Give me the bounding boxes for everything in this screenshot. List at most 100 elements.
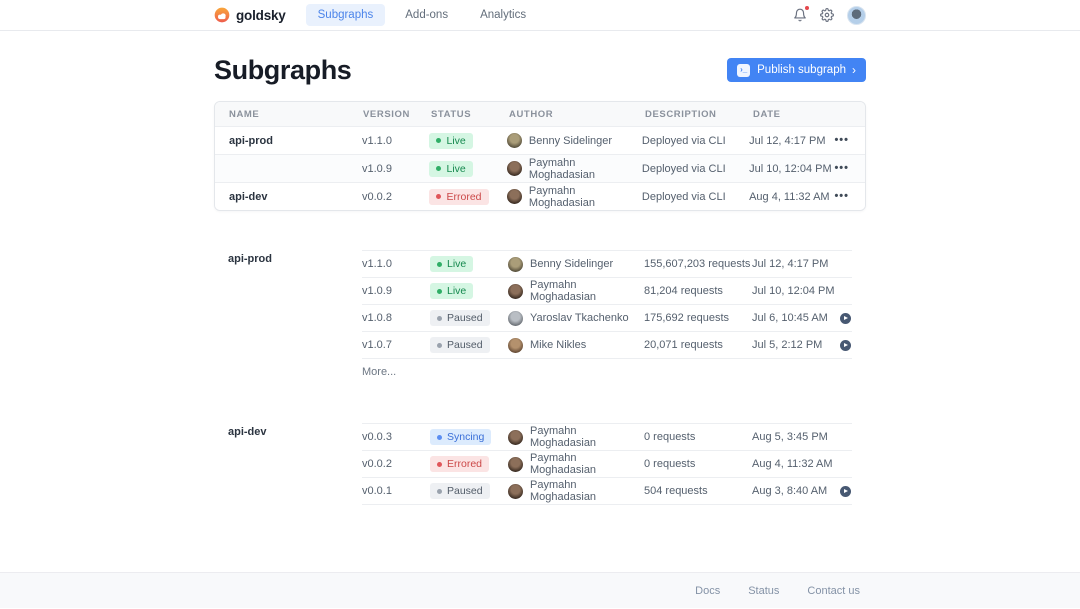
notifications-button[interactable]	[793, 6, 809, 22]
tab-add-ons[interactable]: Add-ons	[405, 9, 449, 21]
page-footer: Docs Status Contact us	[0, 572, 1080, 608]
version-row[interactable]: v1.0.9 Live Paymahn Moghadasian 81,204 requ…	[362, 278, 852, 305]
status-badge: Paused	[430, 310, 490, 326]
name-cell: api-dev	[229, 190, 268, 203]
author-avatar	[508, 256, 523, 272]
footer-link-docs[interactable]: Docs	[695, 585, 721, 597]
status-label: Paused	[447, 339, 483, 351]
table-row[interactable]: v1.0.9 Live Paymahn Moghadasian Deployed vi…	[215, 154, 865, 182]
status-dot-icon	[437, 434, 442, 440]
status-badge: Errored	[430, 456, 490, 472]
group-label: api-dev	[228, 426, 267, 438]
version-cell: v1.1.0	[362, 258, 392, 270]
tab-analytics[interactable]: Analytics	[480, 9, 527, 21]
requests-cell: 155,607,203 requests	[644, 258, 751, 270]
version-row[interactable]: v1.0.7 Paused Mike Nikles 20,071 requests Ju…	[362, 332, 852, 359]
status-label: Errored	[446, 190, 482, 203]
version-groups: api-prod v1.1.0 Live Benny Sidelinger 155,60…	[214, 250, 866, 505]
top-nav: goldsky Subgraphs Add-ons Analytics	[0, 0, 1080, 31]
description-cell: Deployed via CLI	[641, 190, 726, 203]
actions-cell: •••	[832, 161, 851, 176]
status-cell: Live	[430, 283, 508, 299]
version-cell: v0.0.2	[362, 458, 392, 470]
requests-cell: 175,692 requests	[644, 312, 730, 324]
group-label: api-prod	[228, 253, 272, 265]
terminal-icon: ›_	[737, 63, 751, 77]
table-row[interactable]: api-prod v1.1.0 Live Benny Sidelinger Deploy…	[215, 126, 865, 154]
status-cell: Live	[430, 256, 508, 272]
row-menu-button[interactable]: •••	[834, 190, 850, 202]
play-icon	[844, 343, 848, 347]
goldsky-logo-icon	[214, 7, 230, 23]
status-badge: Live	[429, 132, 473, 149]
status-label: Live	[447, 258, 467, 270]
publish-subgraph-button[interactable]: ›_ Publish subgraph ›	[727, 58, 866, 82]
version-row[interactable]: v0.0.2 Errored Paymahn Moghadasian 0 reques…	[362, 451, 852, 478]
footer-link-status[interactable]: Status	[748, 585, 780, 597]
description-cell: Deployed via CLI	[641, 134, 726, 147]
version-row[interactable]: v1.1.0 Live Benny Sidelinger 155,607,203 re…	[362, 251, 852, 278]
group-rows: v0.0.3 Syncing Paymahn Moghadasian 0 reques…	[362, 423, 852, 505]
author-name: Mike Nikles	[530, 339, 587, 351]
version-group-api-dev: api-dev v0.0.3 Syncing Paymahn Moghadasian 0…	[214, 423, 866, 505]
author-name: Paymahn Moghadasian	[528, 156, 595, 181]
author-cell: Paymahn Moghadasian	[508, 479, 644, 503]
date-cell: Aug 3, 8:40 AM	[752, 485, 828, 497]
settings-button[interactable]	[820, 8, 834, 22]
play-icon	[844, 489, 848, 493]
play-button[interactable]	[840, 339, 851, 351]
column-header-name: Name	[229, 108, 260, 120]
author-name: Paymahn Moghadasian	[530, 452, 597, 476]
author-name: Paymahn Moghadasian	[528, 184, 595, 209]
status-dot-icon	[437, 261, 442, 267]
author-cell: Mike Nikles	[508, 337, 644, 353]
version-cell: v1.0.9	[362, 162, 392, 175]
play-button[interactable]	[840, 485, 851, 497]
status-badge: Errored	[429, 188, 489, 205]
status-cell: Live	[429, 132, 506, 149]
author-name: Paymahn Moghadasian	[530, 425, 597, 449]
version-row[interactable]: v0.0.3 Syncing Paymahn Moghadasian 0 reques…	[362, 424, 852, 451]
user-avatar[interactable]	[847, 5, 866, 25]
page-title: Subgraphs	[214, 54, 352, 85]
table-row[interactable]: api-dev v0.0.2 Errored Paymahn Moghadasian D…	[215, 182, 865, 210]
author-avatar	[506, 161, 522, 176]
version-cell: v1.0.9	[362, 285, 392, 297]
more-link[interactable]: More...	[362, 366, 397, 378]
date-cell: Jul 12, 4:17 PM	[749, 134, 826, 147]
row-menu-button[interactable]: •••	[834, 162, 850, 174]
date-cell: Jul 10, 12:04 PM	[749, 162, 832, 175]
description-cell: Deployed via CLI	[641, 162, 726, 175]
author-avatar	[508, 429, 523, 445]
row-menu-button[interactable]: •••	[834, 134, 850, 146]
requests-cell: 81,204 requests	[644, 285, 723, 297]
version-row[interactable]: v1.0.8 Paused Yaroslav Tkachenko 175,692 re…	[362, 305, 852, 332]
status-badge: Live	[430, 256, 474, 272]
date-cell: Jul 6, 10:45 AM	[752, 312, 828, 324]
author-cell: Paymahn Moghadasian	[508, 452, 644, 476]
version-cell: v1.0.7	[362, 339, 392, 351]
play-button[interactable]	[840, 312, 851, 324]
date-cell: Aug 4, 11:32 AM	[752, 458, 833, 470]
author-cell: Yaroslav Tkachenko	[508, 310, 644, 326]
tab-subgraphs[interactable]: Subgraphs	[305, 4, 386, 26]
status-cell: Paused	[430, 310, 508, 326]
status-label: Syncing	[447, 431, 485, 443]
goldsky-logo[interactable]: goldsky	[214, 7, 286, 23]
status-cell: Errored	[429, 188, 506, 205]
requests-cell: 0 requests	[644, 431, 696, 443]
subgraphs-table-body: api-prod v1.1.0 Live Benny Sidelinger Deploy…	[215, 126, 865, 210]
footer-link-contact-us[interactable]: Contact us	[807, 585, 860, 597]
version-cell: v1.1.0	[362, 134, 392, 147]
main-content: Subgraphs ›_ Publish subgraph › Name Vers…	[214, 31, 866, 505]
notification-dot	[805, 6, 809, 10]
author-avatar	[508, 337, 523, 353]
actions-cell: •••	[832, 133, 851, 148]
actions-cell	[840, 485, 852, 497]
author-avatar	[506, 133, 522, 148]
status-label: Errored	[447, 458, 483, 470]
actions-cell	[840, 312, 852, 324]
column-header-description: Description	[645, 108, 717, 120]
date-cell: Jul 10, 12:04 PM	[752, 285, 835, 297]
version-row[interactable]: v0.0.1 Paused Paymahn Moghadasian 504 reque…	[362, 478, 852, 505]
